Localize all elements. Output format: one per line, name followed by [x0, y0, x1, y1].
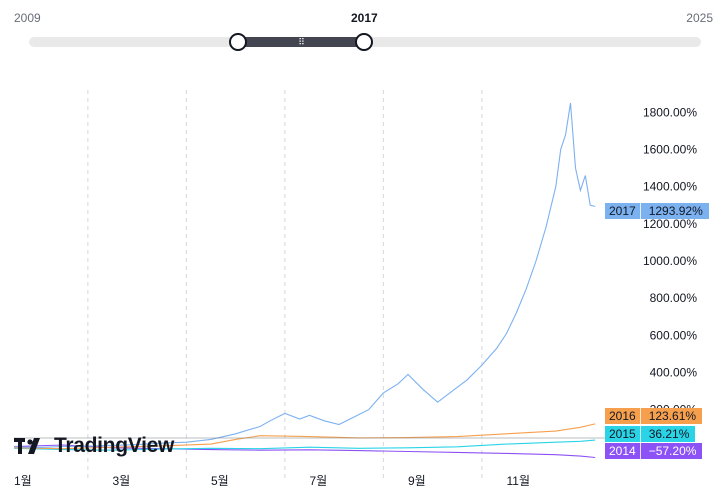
range-handle-start[interactable] — [229, 33, 247, 51]
badge-2015: 2015 36.21% — [605, 426, 696, 442]
y-tick-label: 1800.00% — [643, 105, 697, 119]
badge-year: 2015 — [605, 426, 641, 442]
series-lines — [13, 102, 596, 459]
y-tick-label: 1600.00% — [643, 142, 697, 156]
tradingview-logo: TradingView — [14, 434, 174, 458]
range-current-label: 2017 — [351, 11, 378, 25]
badge-year: 2016 — [605, 408, 641, 424]
badge-value: −57.20% — [640, 443, 703, 459]
x-tick-label: 9월 — [408, 474, 426, 488]
badge-2017: 2017 1293.92% — [605, 203, 709, 219]
range-handle-end[interactable] — [355, 33, 373, 51]
range-selected[interactable] — [238, 37, 364, 47]
drag-grip-icon[interactable]: ⠿ — [298, 37, 305, 47]
x-axis: 1월 3월 5월 7월 9월 11월 — [14, 474, 530, 488]
series-line-2015 — [13, 439, 596, 451]
tradingview-logo-icon — [14, 438, 40, 454]
x-tick-label: 3월 — [113, 474, 131, 488]
badge-2014: 2014 −57.20% — [605, 443, 703, 459]
y-tick-label: 800.00% — [650, 291, 698, 305]
x-tick-label: 1월 — [14, 474, 32, 488]
series-line-2017 — [13, 102, 596, 448]
logo-text: TradingView — [54, 434, 175, 457]
badge-value: 1293.92% — [640, 203, 709, 219]
badge-year: 2017 — [605, 203, 641, 219]
x-tick-label: 5월 — [211, 474, 229, 488]
badge-value: 123.61% — [640, 408, 703, 424]
series-line-2014 — [13, 444, 596, 459]
grid-lines — [87, 90, 483, 480]
badge-value: 36.21% — [640, 426, 696, 442]
badge-year: 2014 — [605, 443, 641, 459]
badge-2016: 2016 123.61% — [605, 408, 703, 424]
x-tick-label: 7월 — [310, 474, 328, 488]
y-tick-label: 600.00% — [650, 328, 698, 342]
y-tick-label: 1000.00% — [643, 254, 697, 268]
y-tick-label: 400.00% — [650, 366, 698, 380]
range-max-label: 2025 — [686, 11, 713, 25]
series-line-2016 — [13, 423, 596, 450]
y-axis: 200.00%400.00%600.00%800.00%1000.00%1200… — [643, 105, 697, 416]
range-min-label: 2009 — [14, 11, 41, 25]
x-tick-label: 11월 — [507, 474, 531, 488]
y-tick-label: 1400.00% — [643, 180, 697, 194]
y-tick-label: 1200.00% — [643, 217, 697, 231]
